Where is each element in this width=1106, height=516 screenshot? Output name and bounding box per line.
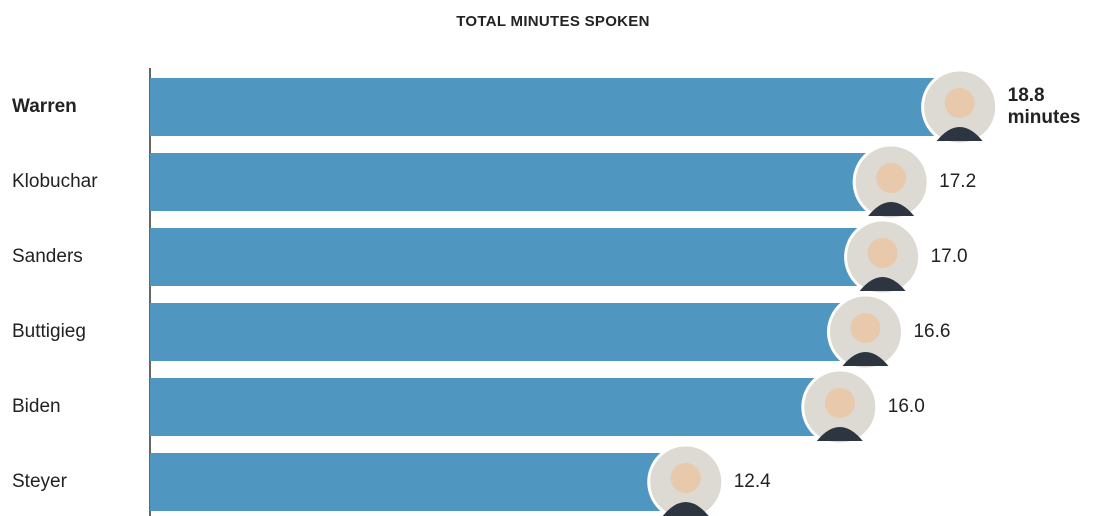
bar [150,78,955,136]
portrait-face [670,463,701,493]
bar [150,228,878,286]
portrait-suit [936,127,983,141]
portrait-face [876,163,907,193]
value-label: 17.2 [939,171,976,192]
value-label: 18.8 minutes [1008,85,1081,128]
value-label: 16.0 [888,396,925,417]
bar [150,453,681,511]
y-tick-label: Klobuchar [12,171,98,192]
portrait-face [850,313,881,343]
portrait-suit [816,427,863,441]
value-label: 16.6 [913,321,950,342]
y-tick-label: Warren [12,96,77,117]
portrait-face [824,388,855,418]
portrait-suit [868,202,915,216]
portrait-suit [859,277,906,291]
bar [150,378,835,436]
chart-title: TOTAL MINUTES SPOKEN [456,13,650,30]
y-tick-label: Steyer [12,471,68,492]
bar [150,303,861,361]
y-tick-label: Biden [12,396,61,417]
y-tick-label: Sanders [12,246,83,267]
y-tick-label: Buttigieg [12,321,86,342]
portrait-face [944,88,975,118]
bar [150,153,887,211]
value-label: 17.0 [931,246,968,267]
portrait-face [867,238,898,268]
portrait-suit [662,502,709,516]
portrait-suit [842,352,889,366]
value-label: 12.4 [734,471,771,492]
